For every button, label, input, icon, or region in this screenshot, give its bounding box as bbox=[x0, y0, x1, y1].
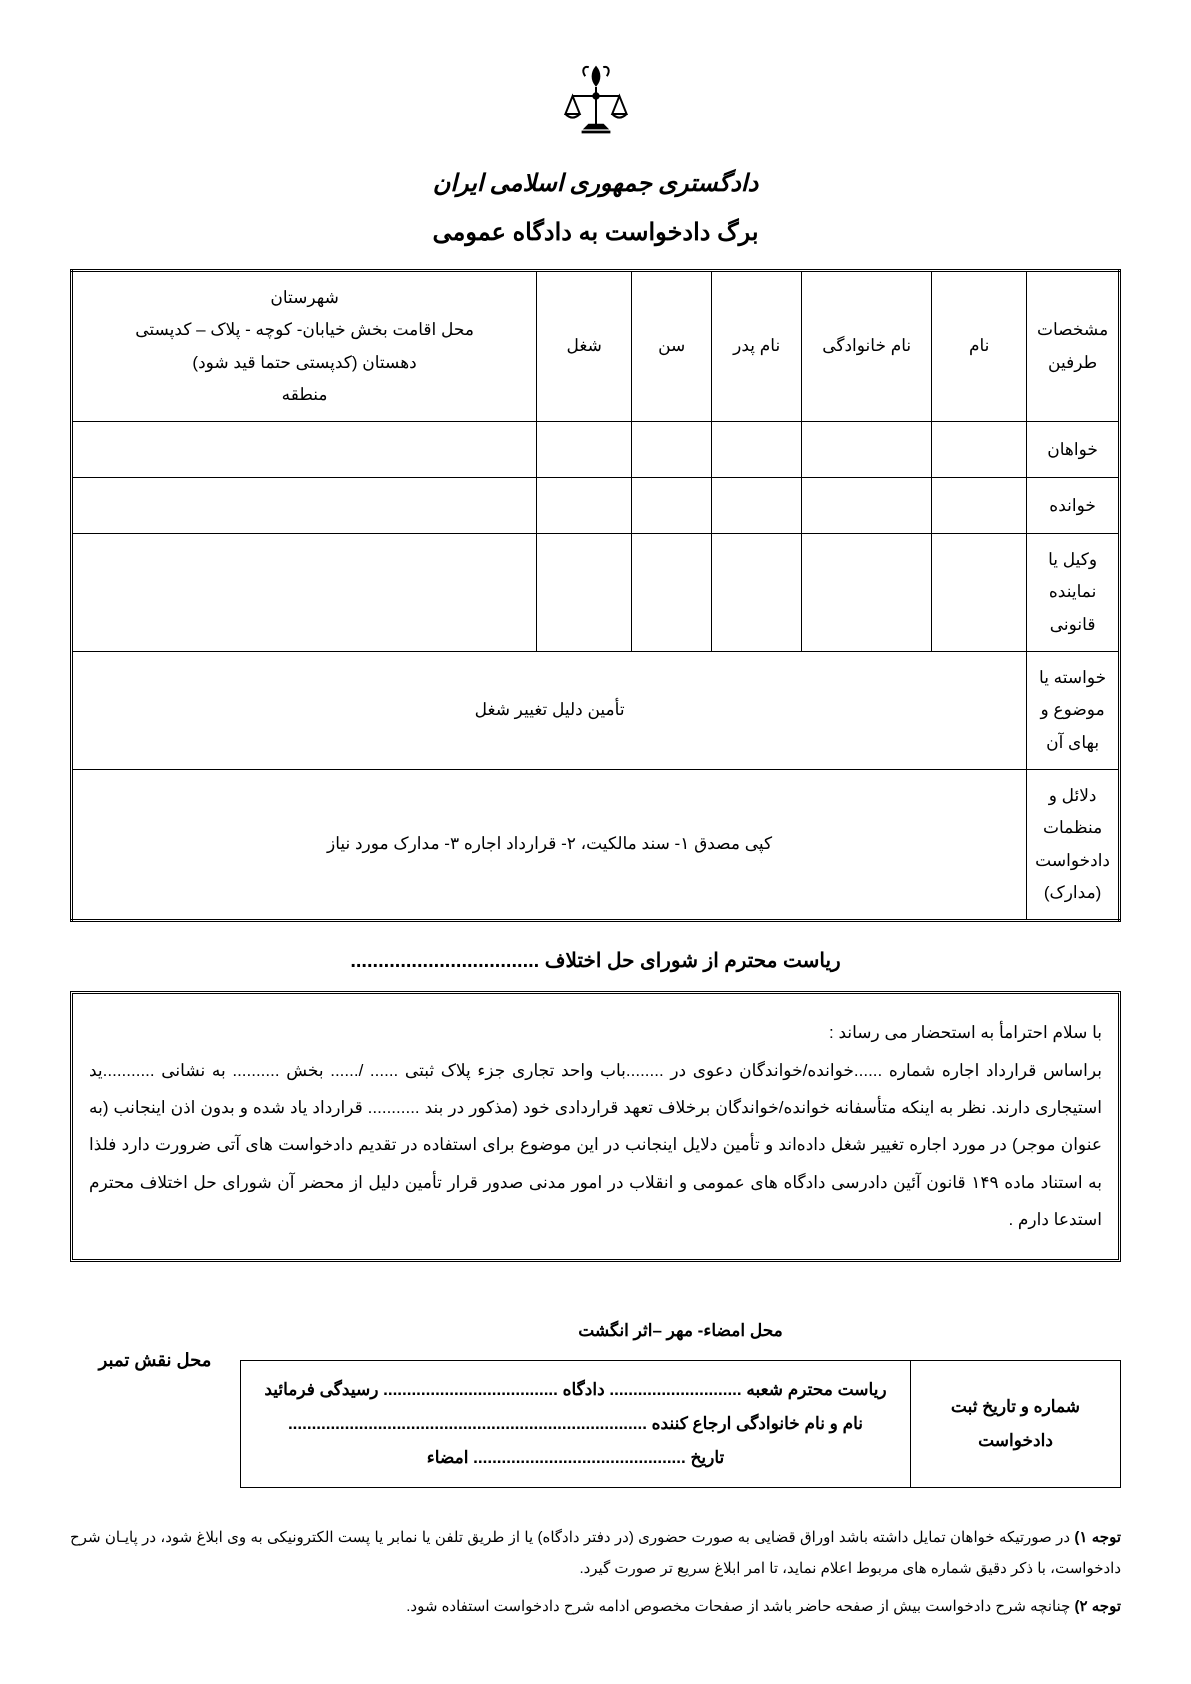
note1-text: در صورتیکه خواهان تمایل داشته باشد اوراق… bbox=[70, 1529, 1121, 1578]
plaintiff-father[interactable] bbox=[712, 422, 802, 478]
address-line4: منطقه bbox=[81, 379, 528, 411]
row-defendant: خوانده bbox=[72, 478, 1120, 534]
sign-line1: ریاست محترم شعبه .......................… bbox=[251, 1373, 900, 1407]
body-intro: با سلام احترامأ به استحضار می رساند : bbox=[89, 1014, 1102, 1051]
organization-name: دادگستری جمهوری اسلامی ایران bbox=[70, 169, 1121, 198]
defendant-name[interactable] bbox=[932, 478, 1027, 534]
parties-table: مشخصات طرفین نام نام خانوادگی نام پدر سن… bbox=[70, 269, 1121, 922]
note2-text: چنانچه شرح دادخواست بیش از صفحه حاضر باش… bbox=[406, 1598, 1074, 1615]
reg-label: شماره و تاریخ ثبت دادخواست bbox=[911, 1360, 1121, 1487]
docs-value: کپی مصدق ۱- سند مالکیت، ۲- قرارداد اجاره… bbox=[72, 769, 1027, 920]
plaintiff-label: خواهان bbox=[1027, 422, 1120, 478]
defendant-job[interactable] bbox=[537, 478, 632, 534]
defendant-age[interactable] bbox=[632, 478, 712, 534]
col-address: شهرستان محل اقامت بخش خیابان- کوچه - پلا… bbox=[72, 271, 537, 422]
sign-detail-row: شماره و تاریخ ثبت دادخواست ریاست محترم ش… bbox=[241, 1360, 1121, 1487]
signature-table: محل امضاء- مهر –اثر انگشت شماره و تاریخ … bbox=[240, 1302, 1121, 1488]
legal-job[interactable] bbox=[537, 534, 632, 652]
row-legal-rep: وکیل یا نماینده قانونی bbox=[72, 534, 1120, 652]
signature-area: محل امضاء- مهر –اثر انگشت شماره و تاریخ … bbox=[70, 1302, 1121, 1488]
row-subject: خواسته یا موضوع و بهای آن تأمین دلیل تغی… bbox=[72, 652, 1120, 770]
stamp-column: محل نقش تمبر bbox=[70, 1302, 240, 1488]
sign-header-row: محل امضاء- مهر –اثر انگشت bbox=[241, 1302, 1121, 1361]
defendant-address[interactable] bbox=[72, 478, 537, 534]
row-docs: دلائل و منظمات دادخواست (مدارک) کپی مصدق… bbox=[72, 769, 1120, 920]
col-spec: مشخصات طرفین bbox=[1027, 271, 1120, 422]
legal-name[interactable] bbox=[932, 534, 1027, 652]
sign-line2: نام و نام خانوادگی ارجاع کننده .........… bbox=[251, 1407, 900, 1441]
petition-body: با سلام احترامأ به استحضار می رساند : بر… bbox=[70, 991, 1121, 1261]
col-name: نام bbox=[932, 271, 1027, 422]
judiciary-emblem-icon bbox=[551, 60, 641, 155]
sign-line3: تاریخ ..................................… bbox=[251, 1441, 900, 1475]
plaintiff-job[interactable] bbox=[537, 422, 632, 478]
legal-father[interactable] bbox=[712, 534, 802, 652]
legal-label: وکیل یا نماینده قانونی bbox=[1027, 534, 1120, 652]
docs-label: دلائل و منظمات دادخواست (مدارک) bbox=[1027, 769, 1120, 920]
defendant-label: خوانده bbox=[1027, 478, 1120, 534]
table-header-row: مشخصات طرفین نام نام خانوادگی نام پدر سن… bbox=[72, 271, 1120, 422]
legal-age[interactable] bbox=[632, 534, 712, 652]
col-age: سن bbox=[632, 271, 712, 422]
plaintiff-age[interactable] bbox=[632, 422, 712, 478]
subject-value: تأمین دلیل تغییر شغل bbox=[72, 652, 1027, 770]
page-root: دادگستری جمهوری اسلامی ایران برگ دادخواس… bbox=[0, 0, 1191, 1678]
note-1: توجه ۱) در صورتیکه خواهان تمایل داشته با… bbox=[70, 1522, 1121, 1585]
defendant-father[interactable] bbox=[712, 478, 802, 534]
notes: توجه ۱) در صورتیکه خواهان تمایل داشته با… bbox=[70, 1522, 1121, 1623]
col-father: نام پدر bbox=[712, 271, 802, 422]
note1-label: توجه ۱) bbox=[1074, 1529, 1121, 1546]
note2-label: توجه ۲) bbox=[1075, 1598, 1121, 1615]
col-job: شغل bbox=[537, 271, 632, 422]
legal-family[interactable] bbox=[802, 534, 932, 652]
header: دادگستری جمهوری اسلامی ایران bbox=[70, 60, 1121, 198]
col-family: نام خانوادگی bbox=[802, 271, 932, 422]
defendant-family[interactable] bbox=[802, 478, 932, 534]
plaintiff-family[interactable] bbox=[802, 422, 932, 478]
sign-lines: ریاست محترم شعبه .......................… bbox=[241, 1360, 911, 1487]
sign-header: محل امضاء- مهر –اثر انگشت bbox=[241, 1302, 1121, 1361]
address-line2: محل اقامت بخش خیابان- کوچه - پلاک – کدپس… bbox=[81, 314, 528, 346]
legal-address[interactable] bbox=[72, 534, 537, 652]
plaintiff-address[interactable] bbox=[72, 422, 537, 478]
page-title: برگ دادخواست به دادگاه عمومی bbox=[70, 218, 1121, 247]
plaintiff-name[interactable] bbox=[932, 422, 1027, 478]
body-text: براساس قرارداد اجاره شماره ......خوانده/… bbox=[89, 1052, 1102, 1239]
row-plaintiff: خواهان bbox=[72, 422, 1120, 478]
section-title: ریاست محترم از شورای حل اختلاف .........… bbox=[70, 948, 1121, 973]
note-2: توجه ۲) چنانچه شرح دادخواست بیش از صفحه … bbox=[70, 1591, 1121, 1623]
address-line1: شهرستان bbox=[81, 282, 528, 314]
subject-label: خواسته یا موضوع و بهای آن bbox=[1027, 652, 1120, 770]
address-line3: دهستان (کدپستی حتما قید شود) bbox=[81, 347, 528, 379]
